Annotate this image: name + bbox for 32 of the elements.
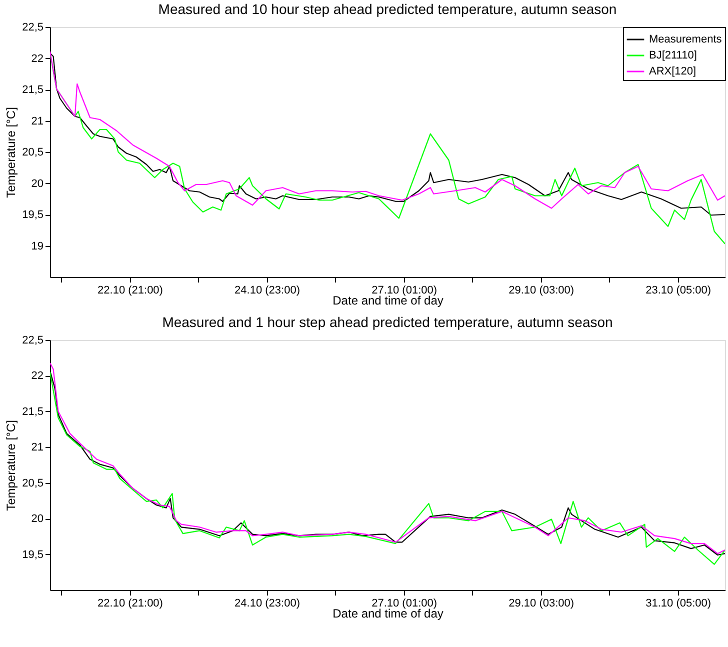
y-tick-label: 21 xyxy=(31,442,44,454)
x-tick-label: 31.10 (05:00) xyxy=(646,598,712,610)
legend-label: Measurements xyxy=(649,34,722,46)
y-tick-label: 22,5 xyxy=(22,22,44,34)
chart-title: Measured and 10 hour step ahead predicted temperature, autumn season xyxy=(158,1,617,17)
x-tick-label: 27.10 (01:00) xyxy=(372,284,438,296)
x-tick-label: 22.10 (21:00) xyxy=(98,284,163,296)
y-axis-title: Temperature [°C] xyxy=(4,107,18,198)
chart-title: Measured and 1 hour step ahead predicted temperature, autumn season xyxy=(162,314,613,330)
y-axis-title: Temperature [°C] xyxy=(4,420,18,511)
y-tick-label: 19 xyxy=(31,240,44,252)
y-tick-label: 22 xyxy=(31,52,44,65)
x-tick-label: 23.10 (05:00) xyxy=(646,284,712,296)
legend-label: BJ[21110] xyxy=(649,50,697,62)
legend-label: ARX[120] xyxy=(649,66,696,78)
y-tick-label: 21,5 xyxy=(22,406,44,418)
x-tick-label: 29.10 (03:00) xyxy=(508,598,574,610)
y-tick-label: 20,5 xyxy=(22,146,44,158)
y-tick-label: 22 xyxy=(31,370,44,382)
y-tick-label: 19,5 xyxy=(22,209,44,221)
y-tick-label: 21,5 xyxy=(22,84,44,96)
x-tick-label: 24.10 (23:00) xyxy=(234,284,300,296)
y-tick-label: 20 xyxy=(31,178,44,190)
x-tick-label: 27.10 (01:00) xyxy=(372,598,438,610)
x-tick-label: 29.10 (03:00) xyxy=(508,284,574,296)
y-tick-label: 21 xyxy=(31,115,44,128)
y-tick-label: 20 xyxy=(31,513,44,526)
y-tick-label: 20,5 xyxy=(22,477,44,490)
y-tick-label: 19,5 xyxy=(22,548,44,561)
x-tick-label: 22.10 (21:00) xyxy=(98,598,163,610)
x-tick-label: 24.10 (23:00) xyxy=(234,598,300,610)
y-tick-label: 22,5 xyxy=(22,334,44,346)
